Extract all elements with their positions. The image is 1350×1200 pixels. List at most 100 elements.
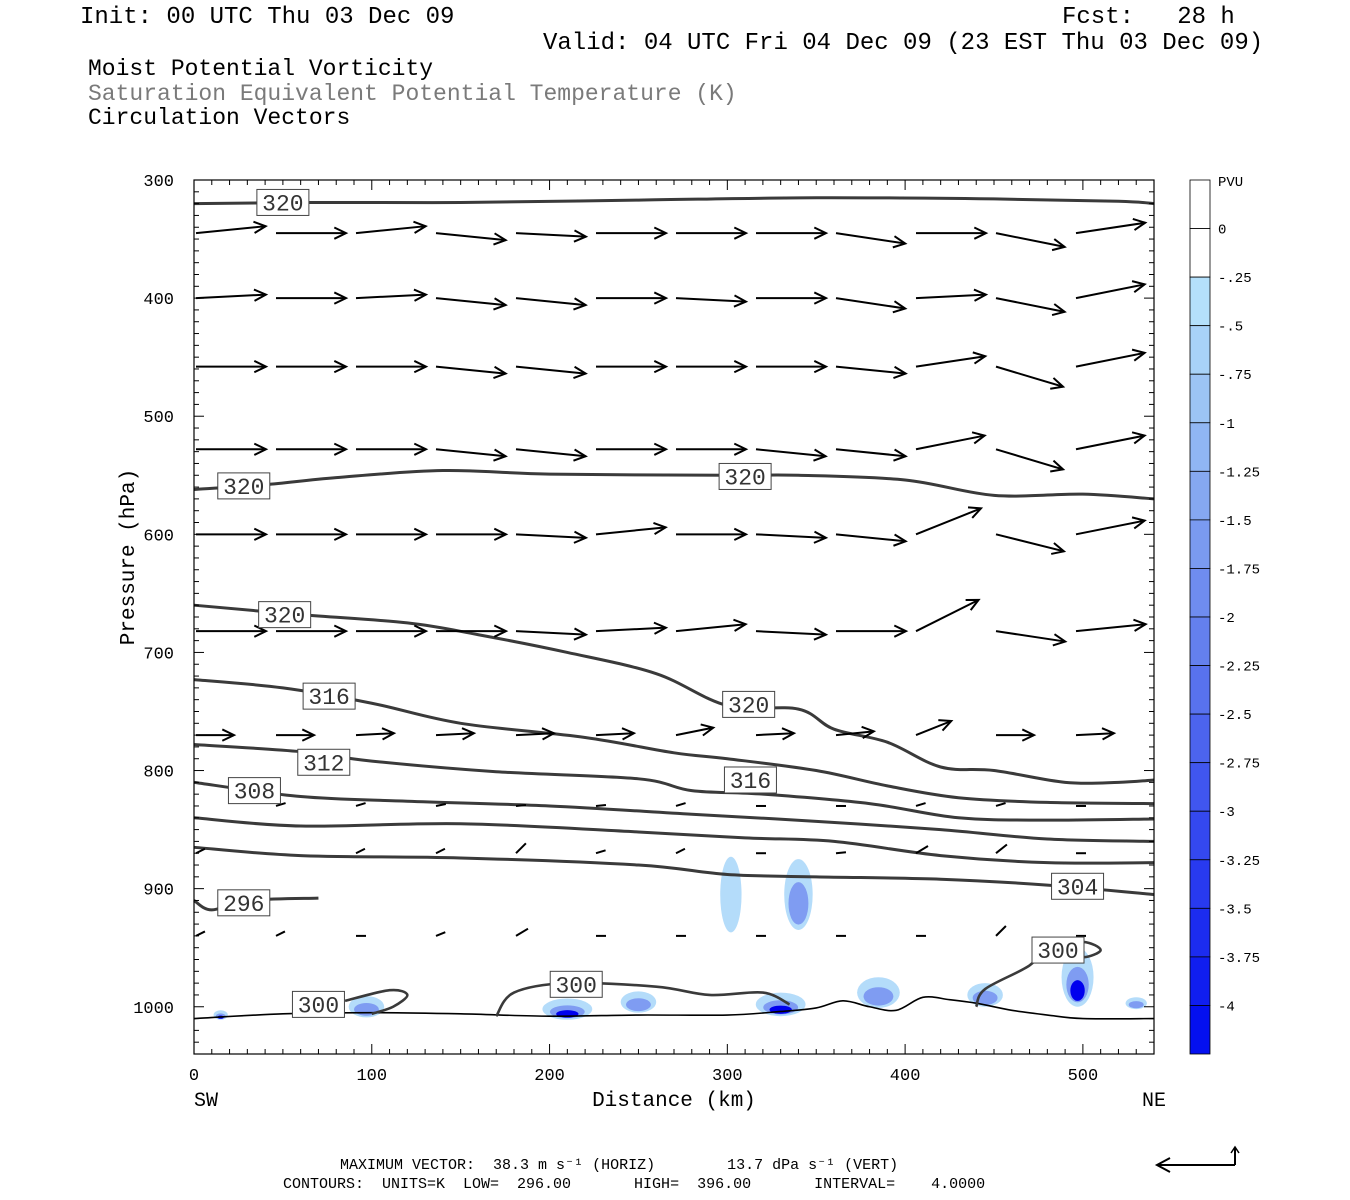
contour-label: 320 <box>223 475 264 501</box>
vector-arrowhead <box>333 624 349 638</box>
contour-label: 312 <box>303 751 344 777</box>
vector-arrowhead <box>653 442 669 456</box>
forecast-hour: Fcst: 28 h <box>1062 4 1235 31</box>
vector-arrowhead <box>733 527 749 541</box>
contour-label-box <box>718 462 772 490</box>
contour-label: 320 <box>264 604 305 630</box>
circulation-vector <box>1075 283 1145 300</box>
circulation-vector <box>755 630 826 636</box>
colorbar-label: -.25 <box>1218 271 1252 287</box>
colorbar-label: -2.5 <box>1218 708 1252 724</box>
circulation-vector <box>435 448 506 458</box>
vector-arrowhead <box>221 728 237 742</box>
colorbar-swatch <box>1189 568 1211 618</box>
pv-patch-core <box>626 998 651 1012</box>
vector-arrowhead <box>253 442 269 456</box>
vector-arrowhead <box>1131 348 1147 362</box>
vector-arrowhead <box>1133 618 1148 632</box>
vector-arrowhead <box>1050 459 1066 473</box>
x-tick-label: 200 <box>534 1067 565 1086</box>
vector-arrowhead <box>653 291 669 305</box>
init-time: Init: 00 UTC Thu 03 Dec 09 <box>80 4 455 31</box>
vector-arrowhead <box>333 360 349 374</box>
circulation-vector <box>595 732 635 737</box>
pv-shading <box>213 856 1147 1020</box>
circulation-vector <box>435 365 506 375</box>
circulation-vector <box>915 507 982 536</box>
circulation-vector <box>755 732 795 737</box>
colorbar-label: -1.5 <box>1218 514 1252 530</box>
circulation-vectors <box>195 217 1148 937</box>
circulation-vector <box>995 533 1065 553</box>
colorbar-swatch <box>1189 616 1211 666</box>
vector-arrowhead <box>653 226 669 240</box>
ne-label: NE <box>1142 1090 1166 1113</box>
contour-label: 300 <box>298 993 339 1019</box>
circulation-vector <box>595 626 666 633</box>
circulation-vector <box>1075 221 1146 235</box>
circulation-vector <box>195 225 266 235</box>
contour-label: 320 <box>724 465 765 491</box>
contour-label-box <box>256 188 310 216</box>
vector-arrowhead <box>573 229 589 243</box>
vector-arrowhead <box>253 527 269 541</box>
colorbar-label: -3 <box>1218 805 1235 821</box>
vector-arrowhead <box>973 288 989 302</box>
circulation-vector <box>1075 519 1145 536</box>
vector-arrowhead <box>493 297 508 311</box>
circulation-vector <box>355 847 366 855</box>
vector-arrowhead <box>893 624 909 638</box>
circulation-vector <box>595 526 666 536</box>
sw-label: SW <box>194 1090 218 1113</box>
circulation-vector <box>835 232 906 245</box>
circulation-vector <box>995 925 1007 937</box>
circulation-vector <box>275 930 286 937</box>
axes: 300 400 500 600 700 800 900 1000 0 100 200 300 400 50… <box>118 173 1166 1113</box>
circulation-vector <box>755 533 826 539</box>
circulation-vector <box>915 434 985 451</box>
circulation-vector <box>355 802 366 807</box>
contour-300-closed <box>495 981 791 1017</box>
colorbar-swatch <box>1189 762 1211 812</box>
circulation-vector <box>835 365 906 375</box>
vector-arrowhead <box>301 728 317 742</box>
vector-arrowhead <box>573 365 588 379</box>
circulation-vector <box>675 297 746 303</box>
circulation-vector <box>755 448 826 458</box>
vector-arrowhead <box>253 288 269 302</box>
circulation-vector <box>275 802 286 807</box>
contour-300-closed <box>344 988 409 1016</box>
vector-arrowhead <box>493 232 508 246</box>
vector-arrowhead <box>333 226 349 240</box>
colorbar-swatch <box>1189 179 1211 229</box>
circulation-vector <box>675 802 686 807</box>
vector-arrowhead <box>892 300 908 314</box>
vector-arrowhead <box>493 448 508 462</box>
vector-arrowhead <box>892 235 908 249</box>
terrain-line <box>193 995 1155 1020</box>
vector-arrowhead <box>1131 431 1147 445</box>
contour-label-box <box>1031 936 1085 964</box>
contour-label-box <box>297 748 351 776</box>
field-mpv: Moist Potential Vorticity <box>88 56 434 82</box>
contour-320 <box>193 468 1155 501</box>
x-tick-label: 500 <box>1068 1067 1099 1086</box>
vector-arrowhead <box>1021 728 1037 742</box>
contour-label: 320 <box>262 191 303 217</box>
colorbar-swatch <box>1189 1005 1211 1055</box>
circulation-vector <box>915 598 980 633</box>
vector-arrowhead <box>893 365 908 379</box>
pv-patch-max <box>1070 980 1085 1001</box>
circulation-vector <box>515 842 527 854</box>
circulation-vector <box>675 726 714 737</box>
vector-arrowhead <box>733 618 748 632</box>
contour-labels: 320 320 320 320 320 316 316 312 308 304 296 300 300 3… <box>217 188 1105 1019</box>
pv-colorbar: PVU 0 -.25 -.5 -.75 -1 -1.25 -1.5 -1.75 -2 -2.25 -2… <box>1189 175 1260 1055</box>
circulation-vector <box>1075 732 1115 737</box>
colorbar-swatch <box>1189 859 1211 909</box>
contour-304 <box>193 816 1155 865</box>
colorbar-label: -3.5 <box>1218 902 1252 918</box>
max-vector-note: MAXIMUM VECTOR: 38.3 m s⁻¹ (HORIZ) 13.7 … <box>340 1157 899 1174</box>
vector-arrowhead <box>573 448 588 462</box>
colorbar-label: -2.75 <box>1218 757 1260 773</box>
